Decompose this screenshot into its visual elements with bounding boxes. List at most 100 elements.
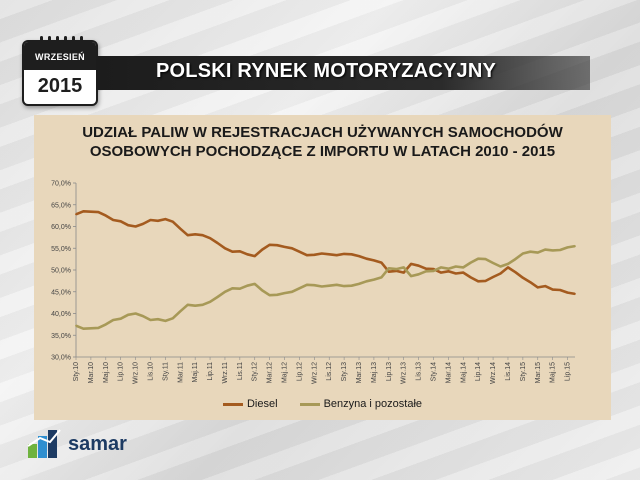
data-point-diesel [477, 280, 480, 283]
series-line-diesel [75, 210, 576, 296]
data-point-petrol [246, 284, 249, 287]
data-point-diesel [410, 263, 412, 265]
x-tick-label: Mar.14 [445, 362, 452, 384]
data-point-petrol [365, 280, 368, 283]
data-point-diesel [469, 276, 472, 279]
data-point-petrol [492, 262, 494, 264]
data-point-petrol [440, 266, 442, 269]
calendar-year: 2015 [37, 75, 83, 97]
data-point-diesel [142, 223, 144, 225]
data-point-diesel [261, 248, 264, 251]
data-point-petrol [454, 265, 457, 268]
y-tick-label: 60,0% [51, 224, 71, 231]
data-point-petrol [253, 283, 256, 285]
data-point-petrol [559, 249, 561, 251]
data-point-petrol [335, 283, 338, 286]
data-point-petrol [544, 248, 547, 251]
data-point-diesel [492, 276, 494, 278]
data-point-diesel [522, 276, 524, 279]
data-point-petrol [514, 258, 517, 260]
line-chart: 30,0% 35,0% 40,0% 45,0% 50,0% 55,0% 60,0% 65,0%… [51, 181, 576, 384]
data-point-diesel [380, 261, 383, 264]
data-point-petrol [90, 327, 92, 330]
data-point-petrol [529, 250, 532, 253]
data-point-diesel [239, 250, 241, 253]
data-point-diesel [90, 210, 92, 213]
chart-title-line2: OSOBOWYCH POCHODZĄCE Z IMPORTU W LATACH … [89, 143, 556, 160]
data-point-petrol [306, 283, 308, 286]
header-banner: POLSKI RYNEK MOTORYZACYJNY [96, 56, 590, 90]
data-point-diesel [447, 270, 450, 273]
data-point-diesel [536, 286, 539, 289]
data-point-diesel [365, 257, 368, 260]
x-tick-label: Lip.15 [565, 362, 572, 381]
data-point-diesel [343, 253, 345, 255]
data-point-petrol [499, 265, 502, 268]
x-tick-label: Maj.14 [460, 362, 467, 383]
x-tick-label: Wrz.12 [311, 362, 318, 384]
data-point-petrol [328, 284, 331, 287]
data-point-petrol [425, 270, 427, 273]
data-point-diesel [499, 272, 502, 275]
data-point-diesel [551, 288, 554, 291]
data-point-petrol [469, 261, 472, 264]
data-point-diesel [402, 271, 405, 274]
data-point-diesel [179, 227, 182, 230]
data-point-petrol [358, 283, 360, 285]
data-point-diesel [507, 266, 509, 269]
data-point-diesel [514, 271, 517, 274]
x-tick-label: Lip.10 [118, 362, 125, 381]
data-point-diesel [119, 220, 122, 223]
data-point-diesel [462, 271, 465, 274]
data-point-petrol [216, 296, 219, 298]
data-point-diesel [417, 264, 420, 267]
data-point-diesel [454, 272, 457, 275]
legend-label-petrol: Benzyna i pozostałe [323, 398, 423, 410]
y-tick-label: 55,0% [51, 246, 71, 253]
x-tick-label: Sty.12 [252, 362, 259, 381]
data-point-diesel [97, 211, 100, 213]
chart-panel: UDZIAŁ PALIW W REJESTRACJACH UŻYWANYCH S… [34, 115, 611, 420]
data-point-petrol [171, 317, 174, 320]
data-point-petrol [432, 270, 435, 272]
data-point-diesel [112, 219, 115, 221]
y-tick-label: 45,0% [51, 289, 71, 296]
data-point-diesel [201, 234, 204, 237]
x-tick-label: Mar.13 [356, 362, 363, 384]
data-point-petrol [283, 292, 286, 294]
data-point-petrol [320, 285, 323, 288]
data-point-diesel [231, 250, 234, 253]
data-point-petrol [484, 258, 487, 260]
data-point-diesel [134, 225, 137, 228]
data-point-diesel [104, 214, 107, 217]
data-point-petrol [82, 327, 85, 330]
data-point-petrol [112, 319, 115, 321]
data-point-diesel [75, 213, 77, 216]
data-point-petrol [373, 278, 375, 281]
data-point-petrol [350, 284, 353, 287]
data-point-diesel [82, 210, 85, 213]
x-tick-label: Mar.15 [535, 362, 542, 384]
data-point-diesel [574, 293, 576, 295]
data-point-diesel [149, 219, 152, 221]
data-point-diesel [484, 280, 487, 282]
data-point-diesel [425, 267, 427, 270]
data-point-petrol [268, 294, 271, 297]
x-tick-label: Lis.12 [326, 362, 333, 381]
data-point-petrol [119, 317, 122, 320]
data-point-diesel [358, 255, 360, 257]
x-tick-label: Wrz.11 [222, 362, 229, 384]
x-tick-label: Wrz.10 [133, 362, 140, 384]
legend-item-petrol: Benzyna i pozostałe [299, 398, 423, 410]
x-tick-label: Sty.10 [73, 362, 80, 381]
banner-title: POLSKI RYNEK MOTORYZACYJNY [156, 60, 497, 82]
samar-logo-text: samar [68, 433, 127, 455]
x-tick-label: Sty.13 [341, 362, 348, 381]
x-tick-label: Lip.12 [296, 362, 303, 381]
data-point-petrol [164, 320, 167, 322]
data-point-diesel [127, 224, 129, 227]
data-point-diesel [328, 253, 331, 256]
data-point-diesel [283, 246, 286, 248]
x-tick-label: Wrz.14 [490, 362, 497, 384]
data-point-petrol [134, 312, 137, 315]
